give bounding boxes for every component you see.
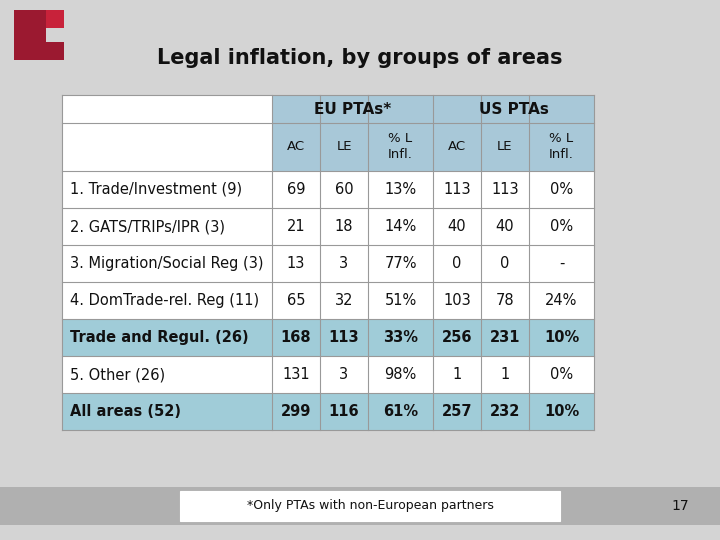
Text: EU PTAs*: EU PTAs* — [314, 102, 391, 117]
Text: 13%: 13% — [384, 182, 417, 197]
Bar — [62, 319, 594, 356]
Text: 32: 32 — [335, 293, 354, 308]
Bar — [0, 487, 720, 525]
Bar — [272, 95, 433, 123]
Text: 10%: 10% — [544, 404, 579, 419]
Text: 14%: 14% — [384, 219, 417, 234]
Text: 116: 116 — [329, 404, 359, 419]
Bar — [62, 95, 594, 430]
Text: 257: 257 — [442, 404, 472, 419]
Text: LE: LE — [498, 140, 513, 153]
Text: *Only PTAs with non-European partners: *Only PTAs with non-European partners — [246, 500, 493, 512]
Text: 40: 40 — [495, 219, 514, 234]
Text: 0: 0 — [500, 256, 510, 271]
Text: 1: 1 — [452, 367, 462, 382]
Text: 0%: 0% — [550, 367, 573, 382]
Text: 65: 65 — [287, 293, 305, 308]
Text: AC: AC — [448, 140, 466, 153]
Text: LE: LE — [336, 140, 352, 153]
Text: 60: 60 — [335, 182, 354, 197]
Text: All areas (52): All areas (52) — [70, 404, 181, 419]
Text: 21: 21 — [287, 219, 305, 234]
Bar — [433, 123, 594, 171]
Text: 113: 113 — [444, 182, 471, 197]
Text: 77%: 77% — [384, 256, 417, 271]
Text: 24%: 24% — [545, 293, 577, 308]
Text: 18: 18 — [335, 219, 354, 234]
Text: 1: 1 — [500, 367, 510, 382]
Text: 61%: 61% — [383, 404, 418, 419]
Text: 168: 168 — [281, 330, 311, 345]
Bar — [14, 42, 64, 60]
Text: 98%: 98% — [384, 367, 417, 382]
Text: 3: 3 — [339, 256, 348, 271]
Text: 103: 103 — [443, 293, 471, 308]
Text: 33%: 33% — [383, 330, 418, 345]
Text: US PTAs: US PTAs — [479, 102, 549, 117]
Bar — [272, 123, 433, 171]
Text: 113: 113 — [491, 182, 519, 197]
Text: 13: 13 — [287, 256, 305, 271]
Text: 4. DomTrade-rel. Reg (11): 4. DomTrade-rel. Reg (11) — [70, 293, 259, 308]
Text: Legal inflation, by groups of areas: Legal inflation, by groups of areas — [157, 48, 563, 68]
Text: % L
Infl.: % L Infl. — [549, 132, 574, 161]
Text: 0: 0 — [452, 256, 462, 271]
Text: 40: 40 — [448, 219, 467, 234]
Text: 131: 131 — [282, 367, 310, 382]
Text: 113: 113 — [329, 330, 359, 345]
Text: 2. GATS/TRIPs/IPR (3): 2. GATS/TRIPs/IPR (3) — [70, 219, 225, 234]
Text: 51%: 51% — [384, 293, 417, 308]
Bar — [46, 10, 64, 28]
Bar — [433, 95, 594, 123]
Text: 3. Migration/Social Reg (3): 3. Migration/Social Reg (3) — [70, 256, 264, 271]
Text: 0%: 0% — [550, 182, 573, 197]
Text: 3: 3 — [339, 367, 348, 382]
Bar — [14, 10, 46, 60]
Text: 256: 256 — [442, 330, 472, 345]
Text: 78: 78 — [495, 293, 514, 308]
Text: 0%: 0% — [550, 219, 573, 234]
Bar — [62, 393, 594, 430]
Text: 5. Other (26): 5. Other (26) — [70, 367, 165, 382]
Bar — [46, 10, 64, 38]
Text: 231: 231 — [490, 330, 521, 345]
Text: AC: AC — [287, 140, 305, 153]
Text: % L
Infl.: % L Infl. — [388, 132, 413, 161]
Text: -: - — [559, 256, 564, 271]
Text: 1. Trade/Investment (9): 1. Trade/Investment (9) — [70, 182, 242, 197]
Text: 10%: 10% — [544, 330, 579, 345]
Text: 17: 17 — [671, 499, 689, 513]
Bar — [180, 491, 560, 521]
Text: 232: 232 — [490, 404, 520, 419]
Text: 299: 299 — [281, 404, 311, 419]
Text: 69: 69 — [287, 182, 305, 197]
Text: Trade and Regul. (26): Trade and Regul. (26) — [70, 330, 248, 345]
